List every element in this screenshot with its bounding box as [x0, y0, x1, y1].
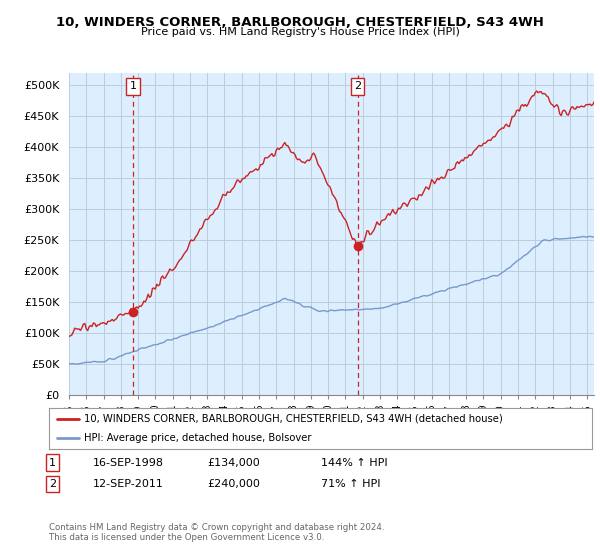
Text: 144% ↑ HPI: 144% ↑ HPI [321, 458, 388, 468]
Text: Contains HM Land Registry data © Crown copyright and database right 2024.
This d: Contains HM Land Registry data © Crown c… [49, 523, 385, 543]
Text: 10, WINDERS CORNER, BARLBOROUGH, CHESTERFIELD, S43 4WH (detached house): 10, WINDERS CORNER, BARLBOROUGH, CHESTER… [85, 414, 503, 424]
Text: 1: 1 [130, 81, 137, 91]
Text: 71% ↑ HPI: 71% ↑ HPI [321, 479, 380, 489]
Text: 10, WINDERS CORNER, BARLBOROUGH, CHESTERFIELD, S43 4WH: 10, WINDERS CORNER, BARLBOROUGH, CHESTER… [56, 16, 544, 29]
Text: £240,000: £240,000 [207, 479, 260, 489]
Text: 2: 2 [354, 81, 361, 91]
Text: 12-SEP-2011: 12-SEP-2011 [93, 479, 164, 489]
Text: £134,000: £134,000 [207, 458, 260, 468]
Text: HPI: Average price, detached house, Bolsover: HPI: Average price, detached house, Bols… [85, 433, 312, 444]
Text: 1: 1 [49, 458, 56, 468]
Text: Price paid vs. HM Land Registry's House Price Index (HPI): Price paid vs. HM Land Registry's House … [140, 27, 460, 37]
Text: 16-SEP-1998: 16-SEP-1998 [93, 458, 164, 468]
Text: 2: 2 [49, 479, 56, 489]
